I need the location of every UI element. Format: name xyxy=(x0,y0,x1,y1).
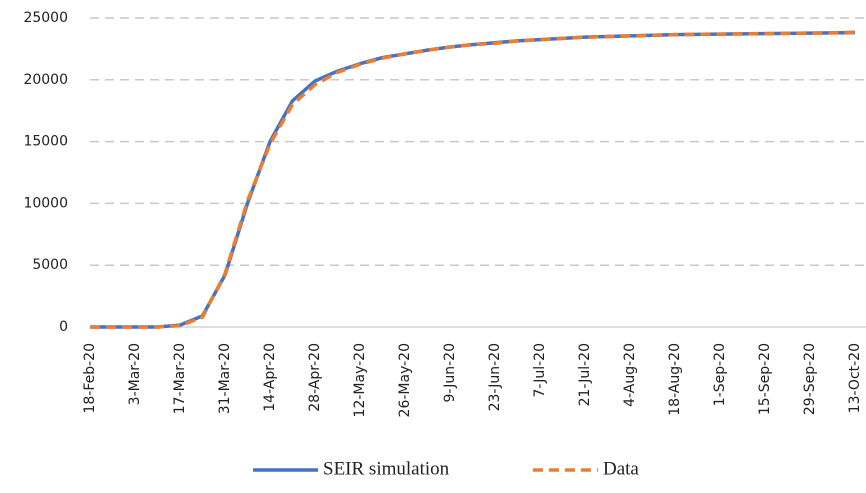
x-tick-label: 13-Oct-20 xyxy=(847,343,863,413)
x-tick-label: 1-Sep-20 xyxy=(712,343,728,406)
x-tick-label: 26-May-20 xyxy=(397,343,413,417)
x-tick-label: 17-Mar-20 xyxy=(172,343,188,414)
line-series xyxy=(90,30,856,329)
x-tick-label: 29-Sep-20 xyxy=(802,343,818,415)
y-tick-label: 20000 xyxy=(23,72,68,88)
x-tick-label: 28-Apr-20 xyxy=(307,343,323,412)
x-tick-label: 23-Jun-20 xyxy=(487,343,503,411)
x-tick-label: 18-Aug-20 xyxy=(667,343,683,416)
x-tick-label: 3-Mar-20 xyxy=(127,343,143,405)
legend-label: SEIR simulation xyxy=(323,458,450,479)
x-tick-label: 18-Feb-20 xyxy=(82,343,98,414)
x-tick-label: 14-Apr-20 xyxy=(262,343,278,412)
x-tick-label: 12-May-20 xyxy=(352,343,368,417)
y-tick-label: 5000 xyxy=(32,257,68,273)
x-tick-label: 9-Jun-20 xyxy=(442,343,458,402)
legend: SEIR simulation Data xyxy=(253,458,639,479)
x-tick-label: 7-Jul-20 xyxy=(532,343,548,398)
y-tick-label: 25000 xyxy=(23,10,68,26)
y-tick-label: 10000 xyxy=(23,195,68,211)
x-tick-label: 31-Mar-20 xyxy=(217,343,233,414)
legend-label: Data xyxy=(603,458,639,479)
line-series xyxy=(90,30,856,329)
y-tick-label: 0 xyxy=(59,319,68,335)
x-tick-label: 4-Aug-20 xyxy=(622,343,638,407)
y-tick-label: 15000 xyxy=(23,134,68,150)
x-tick-label: 15-Sep-20 xyxy=(757,343,773,415)
x-tick-label: 21-Jul-20 xyxy=(577,343,593,406)
